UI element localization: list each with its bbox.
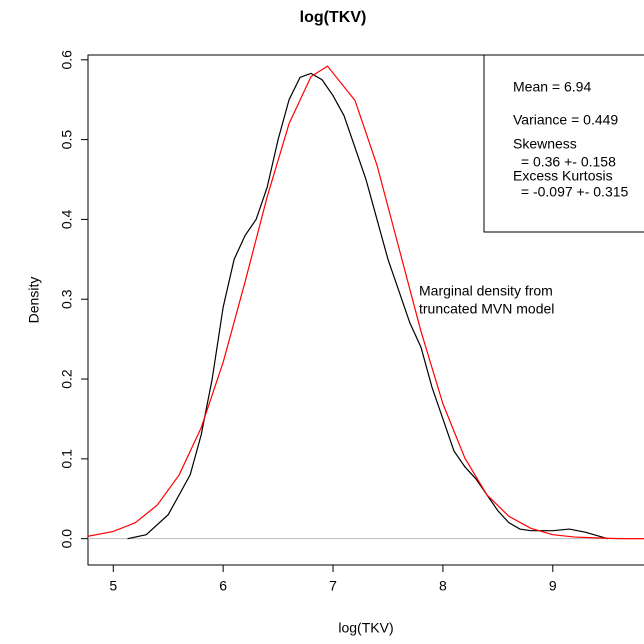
x-tick-label: 7 (329, 578, 337, 594)
stats-text: Mean = 6.94 (513, 79, 591, 95)
stats-text: = -0.097 +- 0.315 (517, 184, 629, 200)
y-tick-label: 0.1 (59, 449, 75, 469)
stats-text: Variance = 0.449 (513, 112, 618, 128)
density-line (88, 65, 644, 540)
stats-text: = 0.36 +- 0.158 (517, 154, 616, 170)
annotation: Marginal density from (419, 283, 553, 299)
annotation: truncated MVN model (419, 301, 554, 317)
y-tick-label: 0.2 (59, 369, 75, 389)
plot-area (88, 65, 644, 540)
stats-box (483, 54, 644, 233)
stats-text: Skewness (513, 136, 577, 152)
x-tick-label: 8 (439, 578, 447, 594)
y-tick-label: 0.3 (59, 289, 75, 309)
x-axis-label: log(TKV) (338, 620, 393, 636)
x-tick-label: 5 (109, 578, 117, 594)
density-line (127, 72, 608, 540)
x-tick-label: 9 (549, 578, 557, 594)
y-tick-label: 0.6 (59, 50, 75, 70)
chart-title: log(TKV) (300, 9, 367, 26)
y-tick-label: 0.0 (59, 529, 75, 549)
y-tick-label: 0.4 (59, 209, 75, 229)
stats-text: Excess Kurtosis (513, 168, 613, 184)
y-axis-label: Density (26, 277, 42, 324)
y-tick-label: 0.5 (59, 130, 75, 150)
x-tick-label: 6 (219, 578, 227, 594)
